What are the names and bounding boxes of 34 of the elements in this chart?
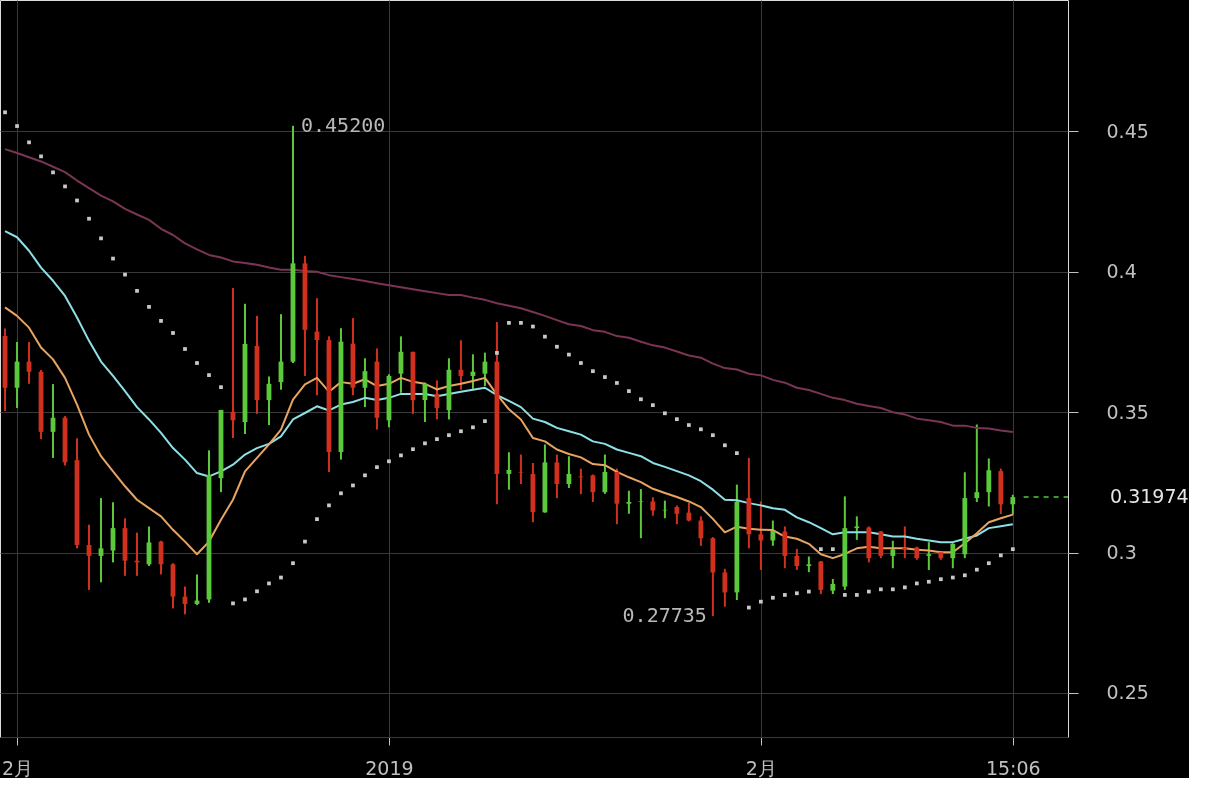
text: 0.31974 — [1110, 485, 1189, 508]
candlestick — [890, 539, 896, 570]
candlestick — [722, 567, 728, 608]
candlestick — [650, 496, 656, 517]
y-tick-label: 0.25 — [1106, 681, 1149, 704]
annotation: 0.27735 — [622, 603, 707, 628]
line-series — [4, 306, 1014, 560]
x-tick-label: 2月 — [1, 756, 34, 779]
y-tick-label: 0.35 — [1106, 400, 1149, 423]
x-tick-label: 2019 — [365, 756, 414, 779]
candlestick — [806, 555, 812, 574]
candlestick — [626, 489, 632, 515]
x-tick-label: 15:06 — [985, 756, 1041, 779]
x-tick-label: 2月 — [745, 756, 777, 779]
y-tick-label: 0.4 — [1106, 260, 1137, 283]
candlestick — [950, 542, 956, 570]
y-tick-label: 0.3 — [1106, 541, 1137, 564]
candlestick — [1010, 493, 1016, 516]
candlestick — [974, 423, 980, 503]
candlestick — [674, 504, 680, 526]
candlestick — [926, 541, 932, 571]
candlestick — [986, 457, 992, 508]
candlestick — [854, 515, 860, 541]
candlestick — [794, 547, 800, 571]
candlestick — [758, 500, 764, 571]
line-series — [4, 148, 1014, 434]
candlestick — [578, 467, 584, 496]
candlestick — [638, 488, 644, 540]
candlestick — [770, 519, 776, 547]
candlestick — [902, 525, 908, 560]
candlestick — [698, 515, 704, 547]
candlestick — [518, 453, 524, 486]
annotation: 0.45200 — [300, 112, 386, 137]
y-tick-label: 0.45 — [1106, 119, 1149, 142]
